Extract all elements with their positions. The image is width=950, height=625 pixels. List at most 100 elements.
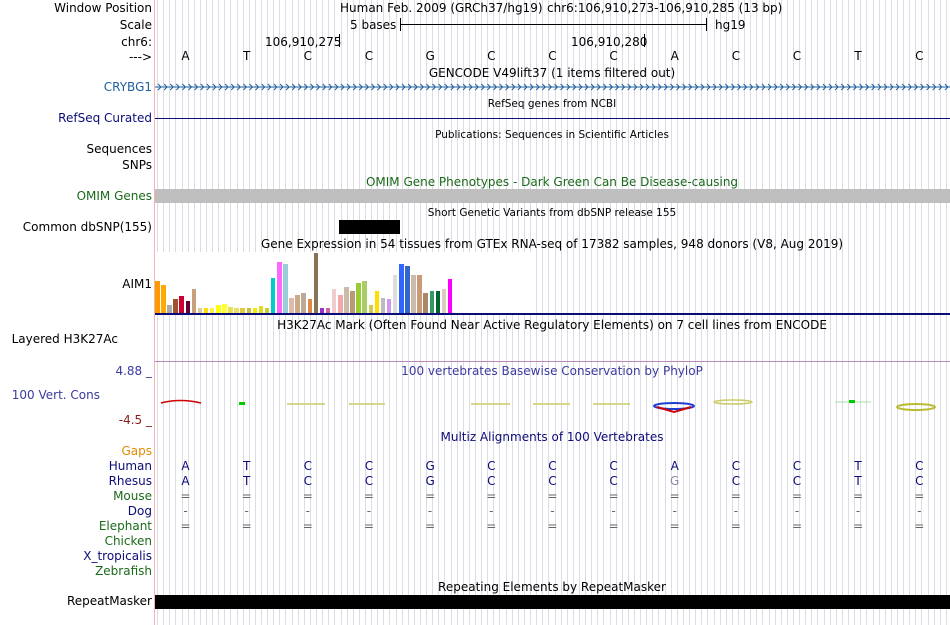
- strand-chevron: [206, 83, 211, 91]
- coord-tick-2: [644, 34, 645, 47]
- gtex-tissue-bar[interactable]: [216, 305, 221, 313]
- strand-chevron: [200, 83, 205, 91]
- gtex-tissue-bar[interactable]: [289, 298, 294, 313]
- gtex-tissue-bar[interactable]: [368, 305, 374, 313]
- gtex-tissue-bar[interactable]: [209, 308, 215, 313]
- aim1-label[interactable]: AIM1: [122, 277, 152, 291]
- gtex-bar-plot[interactable]: [155, 252, 535, 313]
- gtex-tissue-bar[interactable]: [197, 308, 203, 313]
- phylop-signal[interactable]: [155, 390, 950, 420]
- vert-cons-label[interactable]: 100 Vert. Cons: [11, 388, 100, 402]
- publications-track-title[interactable]: Publications: Sequences in Scientific Ar…: [435, 129, 669, 141]
- gtex-tissue-bar[interactable]: [380, 298, 386, 313]
- strand-chevron: [584, 83, 589, 91]
- gtex-tissue-bar[interactable]: [435, 291, 441, 313]
- gtex-tissue-bar[interactable]: [203, 308, 209, 313]
- gtex-tissue-bar[interactable]: [270, 278, 276, 313]
- species-human-label[interactable]: Human: [108, 459, 152, 473]
- h3k27ac-track-title[interactable]: H3K27Ac Mark (Often Found Near Active Re…: [277, 318, 827, 332]
- grid-line: [811, 0, 813, 625]
- gtex-tissue-bar[interactable]: [313, 253, 319, 313]
- gaps-label[interactable]: Gaps: [121, 444, 152, 458]
- gtex-tissue-bar[interactable]: [228, 307, 233, 313]
- crybg1-label[interactable]: CRYBG1: [103, 80, 152, 94]
- dbsnp-track-title[interactable]: Short Genetic Variants from dbSNP releas…: [427, 207, 677, 219]
- species-dog-label[interactable]: Dog: [127, 504, 152, 518]
- gtex-tissue-bar[interactable]: [447, 279, 453, 313]
- gencode-track-title[interactable]: GENCODE V49lift37 (1 items filtered out): [428, 66, 676, 80]
- refseq-track-title[interactable]: RefSeq genes from NCBI: [487, 98, 617, 110]
- species-elephant-label[interactable]: Elephant: [98, 519, 152, 533]
- gtex-tissue-bar[interactable]: [277, 262, 282, 313]
- scale-bar: [400, 24, 706, 25]
- gtex-tissue-bar[interactable]: [338, 295, 343, 313]
- species-xtropicalis-label[interactable]: X_tropicalis: [83, 549, 152, 563]
- gtex-tissue-bar[interactable]: [325, 308, 331, 313]
- gtex-tissue-bar[interactable]: [252, 308, 258, 313]
- gtex-tissue-bar[interactable]: [319, 308, 325, 313]
- gtex-tissue-bar[interactable]: [362, 281, 367, 313]
- species-zebrafish-label[interactable]: Zebrafish: [95, 564, 152, 578]
- gtex-tissue-bar[interactable]: [179, 296, 184, 313]
- strand-chevron: [883, 83, 888, 91]
- gtex-tissue-bar[interactable]: [167, 305, 172, 313]
- browser-track-image[interactable]: Human Feb. 2009 (GRCh37/hg19) chr6:106,9…: [155, 0, 950, 625]
- gtex-tissue-bar[interactable]: [185, 301, 191, 313]
- gtex-tissue-bar[interactable]: [356, 283, 361, 313]
- gtex-tissue-bar[interactable]: [240, 308, 245, 313]
- species-mouse-label[interactable]: Mouse: [113, 489, 152, 503]
- gtex-tissue-bar[interactable]: [283, 264, 288, 313]
- crybg1-gene-feature[interactable]: [155, 80, 950, 94]
- strand-chevron: [785, 83, 791, 91]
- omim-track-title[interactable]: OMIM Gene Phenotypes - Dark Green Can Be…: [365, 175, 739, 189]
- gtex-tissue-bar[interactable]: [417, 275, 422, 313]
- gtex-tissue-bar[interactable]: [399, 264, 404, 313]
- strand-chevron: [340, 83, 345, 91]
- gtex-tissue-bar[interactable]: [423, 293, 428, 313]
- gtex-tissue-bar[interactable]: [331, 289, 337, 313]
- aligned-base-dog: -: [917, 504, 922, 518]
- omim-gene-bar[interactable]: [155, 189, 950, 203]
- omim-genes-label[interactable]: OMIM Genes: [76, 189, 152, 203]
- repeatmasker-track-title[interactable]: Repeating Elements by RepeatMasker: [438, 580, 666, 594]
- refseq-gene-line[interactable]: [155, 118, 950, 119]
- gtex-tissue-bar[interactable]: [173, 299, 178, 313]
- gtex-tissue-bar[interactable]: [295, 295, 300, 313]
- gtex-tissue-bar[interactable]: [161, 285, 166, 313]
- layered-h3k27ac-label[interactable]: Layered H3K27Ac: [11, 332, 118, 346]
- sequences-label[interactable]: Sequences: [86, 142, 152, 156]
- gtex-tissue-bar[interactable]: [234, 308, 239, 313]
- phylop-track-title[interactable]: 100 vertebrates Basewise Conservation by…: [401, 364, 703, 378]
- gtex-tissue-bar[interactable]: [264, 308, 270, 313]
- gtex-tissue-bar[interactable]: [301, 293, 306, 313]
- position-text: chr6:106,910,273-106,910,285 (13 bp): [547, 1, 783, 15]
- gtex-tissue-bar[interactable]: [441, 289, 447, 313]
- gtex-tissue-bar[interactable]: [405, 266, 410, 313]
- gtex-tissue-bar[interactable]: [307, 299, 313, 313]
- strand-chevron: [157, 83, 162, 91]
- repeatmasker-label[interactable]: RepeatMasker: [66, 594, 152, 608]
- gtex-tissue-bar[interactable]: [222, 304, 227, 313]
- strand-chevron: [572, 83, 577, 91]
- species-rhesus-label[interactable]: Rhesus: [108, 474, 152, 488]
- gtex-tissue-bar[interactable]: [429, 291, 435, 313]
- refseq-curated-label[interactable]: RefSeq Curated: [58, 111, 152, 125]
- dbsnp-variant-block[interactable]: [339, 220, 400, 234]
- snps-label[interactable]: SNPs: [122, 158, 152, 172]
- gtex-track-title[interactable]: Gene Expression in 54 tissues from GTEx …: [260, 237, 844, 251]
- grid-line: [670, 0, 672, 625]
- gtex-tissue-bar[interactable]: [155, 281, 160, 313]
- gtex-tissue-bar[interactable]: [344, 287, 349, 313]
- multiz-track-title[interactable]: Multiz Alignments of 100 Vertebrates: [440, 430, 664, 444]
- repeatmasker-element[interactable]: [155, 595, 950, 609]
- gtex-tissue-bar[interactable]: [374, 291, 380, 313]
- gtex-tissue-bar[interactable]: [350, 291, 355, 313]
- gtex-tissue-bar[interactable]: [246, 308, 252, 313]
- gtex-tissue-bar[interactable]: [411, 275, 416, 313]
- gtex-tissue-bar[interactable]: [386, 299, 392, 313]
- species-chicken-label[interactable]: Chicken: [104, 534, 152, 548]
- gtex-tissue-bar[interactable]: [191, 289, 197, 313]
- gtex-tissue-bar[interactable]: [258, 306, 264, 313]
- gtex-tissue-bar[interactable]: [392, 275, 398, 313]
- common-dbsnp-label[interactable]: Common dbSNP(155): [22, 220, 152, 234]
